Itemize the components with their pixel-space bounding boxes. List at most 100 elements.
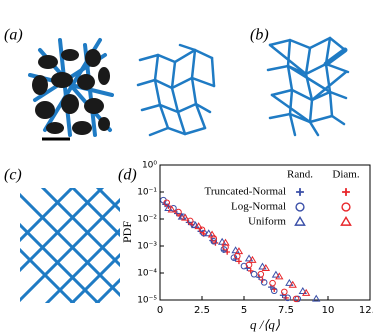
data-point xyxy=(257,270,265,278)
diamond-lattice xyxy=(20,188,120,303)
diamond-lattice-part xyxy=(70,188,120,238)
data-point xyxy=(244,254,254,262)
data-point xyxy=(164,203,173,211)
y-tick-label: 10⁰ xyxy=(142,161,157,171)
data-point xyxy=(233,252,241,260)
grains-part xyxy=(46,122,64,134)
y-tick-label: 10⁻⁵ xyxy=(137,296,157,306)
data-point xyxy=(197,228,204,235)
pore-network-part xyxy=(136,76,216,90)
legend-header: Diam. xyxy=(332,169,359,181)
y-tick-label: 10⁻³ xyxy=(137,242,157,252)
diamond-lattice-part xyxy=(69,252,120,303)
data-point xyxy=(258,262,267,270)
data-point xyxy=(284,294,291,302)
y-tick-label: 10⁻⁴ xyxy=(137,269,157,279)
data-point xyxy=(260,279,268,286)
diamond-lattice-part xyxy=(20,188,75,243)
data-point xyxy=(285,278,294,286)
random-network-part xyxy=(286,38,297,137)
grains-part xyxy=(72,121,92,135)
legend-marker xyxy=(296,188,304,196)
legend-label: Uniform xyxy=(248,216,286,228)
data-point xyxy=(279,292,286,299)
panel-label: (c) xyxy=(4,167,22,184)
panel-label: (a) xyxy=(4,27,23,44)
data-point xyxy=(271,270,281,278)
data-point xyxy=(204,229,213,237)
data-point xyxy=(177,212,187,220)
diamond-lattice-part xyxy=(20,188,105,273)
plot-frame xyxy=(159,164,371,301)
random-network-part xyxy=(324,36,334,118)
y-axis-label: PDF xyxy=(120,221,134,243)
data-point xyxy=(163,199,171,207)
pore-network-part xyxy=(190,48,207,130)
grains-part xyxy=(35,101,55,119)
grains-part xyxy=(61,49,79,61)
random-network-part xyxy=(323,47,348,67)
pore-network-part xyxy=(138,48,214,64)
diamond-lattice-part xyxy=(94,277,120,303)
data-point xyxy=(275,272,284,280)
random-network-part xyxy=(286,64,332,94)
random-network-part xyxy=(268,43,308,76)
data-point xyxy=(298,287,307,295)
data-point xyxy=(174,210,180,217)
grains-part xyxy=(85,49,101,67)
data-point xyxy=(210,235,218,242)
y-tick-label: 10⁻² xyxy=(137,215,157,225)
data-point xyxy=(231,246,240,254)
x-tick-label: 7.5 xyxy=(278,305,294,316)
panel-label: (b) xyxy=(250,27,269,44)
data-point xyxy=(271,286,278,293)
grains-part xyxy=(98,117,110,131)
grains-part xyxy=(84,98,104,114)
plot-area: 0 2.5 5 7.5 10 12.5 10⁻⁵ 10⁻⁴ 10⁻³ 10⁻² 10⁻¹ 10⁰ Ran… xyxy=(137,161,373,317)
data-point xyxy=(261,263,271,271)
data-point xyxy=(236,258,242,265)
x-tick-label: 0 xyxy=(157,305,163,316)
pore-network-part xyxy=(170,60,187,136)
legend-marker xyxy=(340,216,352,226)
data-point xyxy=(292,295,300,303)
data-point xyxy=(191,221,200,229)
diamond-lattice-part xyxy=(20,247,76,303)
grains-part xyxy=(98,67,110,85)
diamond-lattice-part xyxy=(40,188,120,268)
pore-network-part xyxy=(178,43,197,52)
grains-part xyxy=(61,94,79,114)
data-point xyxy=(250,270,258,278)
diamond-lattice-part xyxy=(44,227,120,303)
data-point xyxy=(210,237,218,245)
panel-label: (d) xyxy=(118,167,137,184)
y-tick-label: 10⁻¹ xyxy=(137,188,157,198)
data-point xyxy=(248,255,257,263)
legend-marker xyxy=(342,188,350,196)
grains-part xyxy=(32,75,48,95)
data-point xyxy=(221,238,230,246)
data-point xyxy=(288,280,297,288)
pore-network-part xyxy=(148,126,207,137)
x-tick-label: 5 xyxy=(241,305,247,316)
pore-network-part xyxy=(153,53,170,130)
legend-header: Rand. xyxy=(287,169,313,181)
data-point xyxy=(198,226,206,234)
legend-marker xyxy=(294,216,306,226)
data-point xyxy=(270,287,278,295)
grains xyxy=(32,49,110,135)
data-point xyxy=(245,261,253,269)
grains-part xyxy=(38,55,58,69)
data-point xyxy=(186,217,194,225)
random-network-part xyxy=(268,36,347,52)
diamond-lattice-part xyxy=(20,197,120,303)
data-point xyxy=(207,230,217,238)
data-point xyxy=(269,279,276,287)
grains-part xyxy=(51,72,73,88)
legend-marker xyxy=(341,202,351,212)
pore-network-part xyxy=(210,56,216,88)
pore-network xyxy=(136,43,216,137)
data-point xyxy=(247,268,254,274)
x-tick-label: 10 xyxy=(322,305,335,316)
